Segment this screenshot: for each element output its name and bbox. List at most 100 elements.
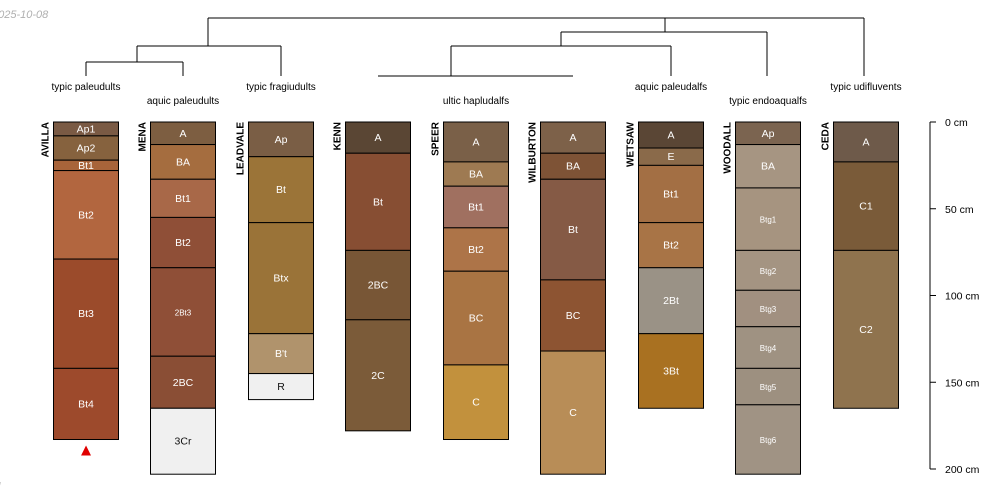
horizon-label: BA — [469, 169, 483, 181]
horizon — [248, 156, 314, 224]
horizon-label: Bt3 — [78, 308, 94, 320]
horizon-label: Bt2 — [175, 237, 191, 249]
horizon-label: A — [472, 136, 479, 148]
profile-name: MENA — [138, 122, 149, 151]
horizon-label: C — [569, 407, 577, 419]
profile-name: SPEER — [431, 121, 442, 156]
horizon-label: Bt2 — [663, 240, 679, 252]
horizon-label: C1 — [859, 201, 873, 213]
horizon — [540, 350, 606, 475]
horizon — [345, 121, 411, 154]
horizon-label: E — [667, 151, 674, 163]
horizon — [443, 227, 509, 272]
horizon-label: Bt — [373, 196, 383, 208]
horizon — [150, 267, 216, 357]
horizon-label: 3Bt — [663, 365, 679, 377]
horizon — [443, 270, 509, 366]
horizon-label: BC — [566, 310, 581, 322]
horizon — [53, 258, 119, 369]
horizon-label: 2BC — [173, 377, 194, 389]
taxonomy-label: typic fragiudults — [246, 82, 315, 93]
horizon — [735, 367, 801, 406]
horizon-label: A — [667, 130, 674, 142]
taxonomy-labels: typic paleudults aquic paleudults typic … — [52, 82, 902, 107]
horizon-label: Bt — [568, 224, 578, 236]
horizon-label: 2Bt3 — [175, 308, 192, 317]
horizon-label: Btg3 — [760, 305, 777, 314]
horizon-label: Btg4 — [760, 344, 777, 353]
horizon-label: B't — [275, 348, 287, 360]
horizon — [345, 249, 411, 321]
horizon-label: Bt2 — [78, 209, 94, 221]
horizon-label: Ap2 — [77, 143, 96, 155]
dendrogram — [85, 17, 865, 77]
horizon-label: Btg5 — [760, 383, 777, 392]
taxonomy-label: aquic paleudults — [147, 96, 219, 107]
horizon-label: Btg2 — [760, 267, 777, 276]
date-stamp: 2025-10-08 — [0, 9, 49, 21]
profile-name: WOODALL — [723, 122, 734, 174]
horizon — [735, 404, 801, 475]
profile-name: LEADVALE — [236, 122, 247, 175]
horizon-label: Btg6 — [760, 436, 777, 445]
horizon — [638, 121, 704, 149]
horizon-label: C — [472, 397, 480, 409]
horizon-label: Ap1 — [77, 123, 96, 135]
horizon-label: BC — [469, 313, 484, 325]
horizon — [248, 121, 314, 158]
axis-tick-label: 50 cm — [945, 204, 974, 216]
soil-profile: AE Bt1 Bt2 2Bt 3Bt WETSAW — [626, 121, 704, 409]
horizon — [345, 319, 411, 432]
horizon — [443, 121, 509, 163]
horizon-label: Bt1 — [78, 160, 94, 172]
soil-profile: Ap1 Ap2 Bt1 Bt2 Bt3 Bt4 AVILLA ▲ — [41, 121, 119, 460]
horizon-label: 2Bt — [663, 295, 679, 307]
horizon — [638, 222, 704, 269]
axis-tick-label: 150 cm — [945, 377, 980, 389]
taxonomy-label: typic udifluvents — [830, 82, 901, 93]
horizon — [638, 267, 704, 335]
horizon-label: 2C — [371, 370, 385, 382]
horizon-label: C2 — [859, 324, 873, 336]
horizon-label: R — [277, 381, 285, 393]
horizon — [443, 185, 509, 229]
profile-name: WETSAW — [626, 121, 637, 167]
horizon — [248, 373, 314, 401]
horizon-label: Bt1 — [175, 193, 191, 205]
profile-name: AVILLA — [41, 122, 52, 157]
horizon-label: A — [569, 132, 576, 144]
profile-name: WILBURTON — [528, 122, 539, 183]
horizon-label: A — [374, 132, 381, 144]
horizon-label: 2BC — [368, 280, 389, 292]
horizon-label: Bt4 — [78, 398, 94, 410]
horizon — [540, 152, 606, 180]
horizon — [443, 161, 509, 187]
taxonomy-label: ultic hapludalfs — [443, 96, 509, 107]
horizon — [638, 164, 704, 224]
axis-tick-label: 100 cm — [945, 291, 980, 303]
horizon — [248, 333, 314, 375]
taxonomy-label: typic paleudults — [52, 82, 121, 93]
soil-profile: A BA Bt1 Bt2 2Bt3 2BC 3Cr MENA — [138, 121, 216, 475]
horizon — [150, 144, 216, 180]
horizon — [443, 364, 509, 441]
horizon-label: BA — [176, 156, 190, 168]
horizon — [540, 121, 606, 154]
horizon — [150, 355, 216, 409]
horizon-label: A — [862, 136, 869, 148]
horizon — [638, 333, 704, 409]
horizon — [248, 222, 314, 335]
corner-mark: l — [0, 481, 1, 493]
soil-profile: A Bt 2BC 2C KENN — [333, 121, 411, 432]
horizon-label: Bt1 — [663, 189, 679, 201]
horizon-label: Ap — [275, 134, 288, 146]
depth-axis: 0 cm 50 cm 100 cm 150 cm 200 cm — [929, 117, 980, 476]
profiles: Ap1 Ap2 Bt1 Bt2 Bt3 Bt4 AVILLA ▲ A BA Bt1 Bt2 2Bt3 2B… — [41, 121, 899, 475]
horizon — [540, 279, 606, 352]
profile-name: CEDA — [821, 122, 832, 150]
horizon-label: Btx — [273, 273, 289, 285]
horizon-label: BA — [566, 161, 580, 173]
horizon — [345, 152, 411, 251]
bedrock-marker-icon: ▲ — [78, 441, 95, 460]
